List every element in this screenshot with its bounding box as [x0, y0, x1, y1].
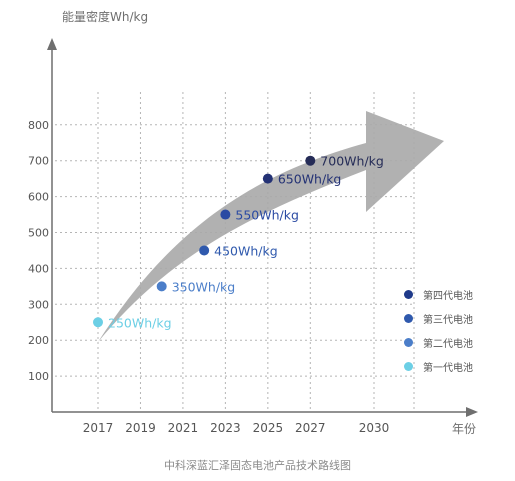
trend-arrow — [98, 111, 444, 342]
y-tick-label: 700 — [28, 155, 49, 168]
legend-label: 第四代电池 — [423, 290, 473, 302]
legend-dot-icon — [404, 337, 413, 347]
x-axis-arrow-icon — [466, 407, 478, 417]
legend-label: 第一代电池 — [423, 362, 473, 374]
data-point — [199, 245, 210, 256]
data-label: 250Wh/kg — [108, 315, 172, 330]
legend-label: 第二代电池 — [423, 338, 473, 350]
x-axis-label: 年份 — [452, 422, 477, 436]
legend-dot-icon — [404, 289, 413, 299]
y-tick-labels: 100 200 300 400 500 600 700 800 — [28, 119, 49, 383]
data-label: 550Wh/kg — [235, 208, 299, 223]
legend-dot-icon — [404, 313, 413, 323]
data-point — [156, 281, 167, 292]
data-point — [305, 155, 316, 166]
y-tick-label: 500 — [28, 227, 49, 240]
data-label: 700Wh/kg — [320, 154, 384, 169]
legend-dot-icon — [404, 361, 413, 371]
legend-item: 第一代电池 — [404, 354, 473, 378]
x-tick-label: 2027 — [295, 421, 326, 435]
grid-lines — [55, 92, 415, 412]
legend-item: 第三代电池 — [404, 306, 473, 330]
x-tick-labels: 2017 2019 2021 2023 2025 2027 2030 — [83, 421, 390, 435]
legend-item: 第四代电池 — [404, 282, 473, 306]
x-tick-label: 2017 — [83, 421, 114, 435]
y-tick-label: 300 — [28, 298, 49, 311]
chart-caption: 中科深蓝汇泽固态电池产品技术路线图 — [164, 459, 351, 472]
data-points: 250Wh/kg 350Wh/kg 450Wh/kg 550Wh/kg 650Wh/kg… — [93, 154, 384, 330]
x-tick-label: 2019 — [125, 421, 156, 435]
data-label: 350Wh/kg — [172, 279, 236, 294]
axes — [47, 38, 478, 417]
data-point — [262, 173, 273, 184]
legend-label: 第三代电池 — [423, 314, 473, 326]
legend-item: 第二代电池 — [404, 330, 473, 354]
data-point — [93, 317, 103, 328]
y-tick-label: 200 — [28, 334, 49, 347]
y-axis-label: 能量密度Wh/kg — [62, 10, 149, 24]
x-tick-label: 2023 — [210, 421, 241, 435]
data-point — [220, 209, 231, 220]
data-label: 450Wh/kg — [214, 243, 278, 258]
y-tick-label: 400 — [28, 262, 49, 275]
y-tick-label: 100 — [28, 370, 49, 383]
x-tick-label: 2025 — [253, 421, 284, 435]
y-tick-label: 600 — [28, 191, 49, 204]
x-tick-label: 2030 — [359, 421, 390, 435]
data-label: 650Wh/kg — [278, 172, 342, 187]
y-tick-label: 800 — [28, 119, 49, 132]
y-axis-arrow-icon — [47, 38, 57, 50]
legend: 第四代电池第三代电池第二代电池第一代电池 — [404, 282, 473, 378]
x-tick-label: 2021 — [168, 421, 199, 435]
